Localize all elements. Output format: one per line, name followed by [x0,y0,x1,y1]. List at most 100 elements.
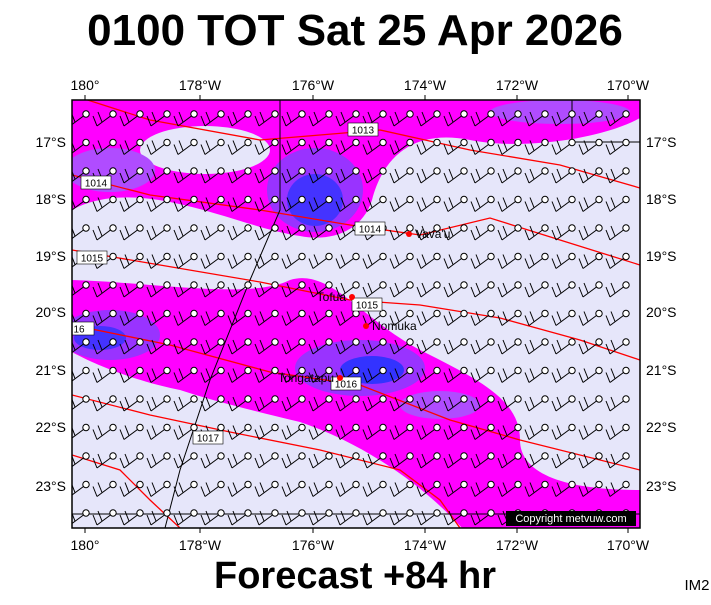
barb-shaft [582,258,597,269]
barb-flag [200,372,206,383]
barb-flag [421,368,427,379]
barb-flag [605,286,611,298]
barb-flag [151,225,157,237]
barb-flag [173,486,179,497]
barb-station [487,309,495,318]
barb-shaft [231,315,246,326]
barb-flag [470,115,476,127]
barb-shaft [96,144,111,155]
barb-flag [578,201,584,212]
lat-label: 22°S [35,419,66,435]
barb-station [109,338,117,346]
barb-flag [610,368,616,379]
barb-flag [529,197,535,208]
barb-flag [389,372,395,383]
barb-flag [362,343,368,355]
barb-station [541,423,549,432]
barb-station [352,281,360,289]
barb-flag [605,429,611,440]
barb-station [514,366,522,375]
barb-flag [308,429,314,440]
barb-flag [227,429,233,440]
barb-station [217,195,225,204]
barb-shaft [231,514,246,526]
barb-shaft [204,115,219,127]
barb-flag [475,254,481,265]
barb-flag [173,201,179,212]
barb-station [271,366,279,375]
barb-flag [308,229,314,241]
barb-shaft [258,400,273,412]
barb-station [487,110,495,118]
barb-flag [173,144,179,155]
barb-shaft [393,429,408,440]
barb-station [109,452,117,460]
place-label: Tongatapu [278,371,334,385]
barb-flag [92,144,98,155]
barb-flag [146,372,152,383]
barb-shaft [420,514,435,526]
barb-shaft [555,229,570,241]
barb-flag [551,457,557,469]
barb-shaft [150,286,165,298]
barb-flag [66,316,70,326]
barb-station [622,110,630,118]
barb-flag [72,255,76,265]
barb-flag [340,168,346,180]
barb-shaft [366,457,381,469]
barb-flag [470,486,476,497]
barb-shaft [366,144,381,155]
barb-flag [556,396,562,408]
barb-flag [416,514,422,526]
barb-station [541,395,549,403]
barb-flag [448,111,454,123]
barb-shaft [258,514,273,526]
barb-flag [254,229,260,241]
barb-flag [394,339,400,351]
barb-flag [610,168,616,180]
barb-shaft [393,229,408,241]
barb-flag [475,111,481,123]
barb-station [406,480,414,489]
barb-flag [502,254,508,265]
barb-flag [119,172,125,184]
barb-shaft [177,144,192,155]
barb-shaft [393,201,408,212]
barb-station [514,480,522,489]
barb-flag [529,396,535,408]
barb-flag [416,315,422,326]
barb-station [325,110,333,118]
barb-shaft [555,400,570,412]
barb-flag [151,396,157,408]
barb-flag [308,144,314,155]
barb-shaft [123,486,138,497]
barb-shaft [447,258,462,269]
barb-flag [583,425,589,436]
barb-shaft [447,400,462,412]
barb-shaft [393,115,408,127]
barb-station [136,309,144,318]
barb-shaft [177,457,192,469]
barb-flag [475,339,481,351]
barb-shaft [339,486,354,497]
barb-shaft [231,286,246,298]
barb-station [595,195,603,204]
barb-flag [605,343,611,355]
barb-flag [151,311,157,322]
place-marker [406,231,412,237]
barb-flag [448,453,454,465]
barb-station [487,252,495,261]
barb-station [406,224,414,232]
barb-flag [389,144,395,155]
barb-station [325,395,333,403]
barb-flag [313,482,319,493]
barb-flag [259,197,265,208]
barb-flag [502,339,508,351]
barb-flag [92,457,98,469]
barb-flag [610,197,616,208]
barb-flag [475,425,481,436]
barb-flag [389,286,395,298]
barb-flag [367,311,373,322]
barb-flag [259,225,265,237]
map-field: 1013 1014 1014 1015 1015 1016 1017 16 Vava'u Tof… [66,100,640,528]
